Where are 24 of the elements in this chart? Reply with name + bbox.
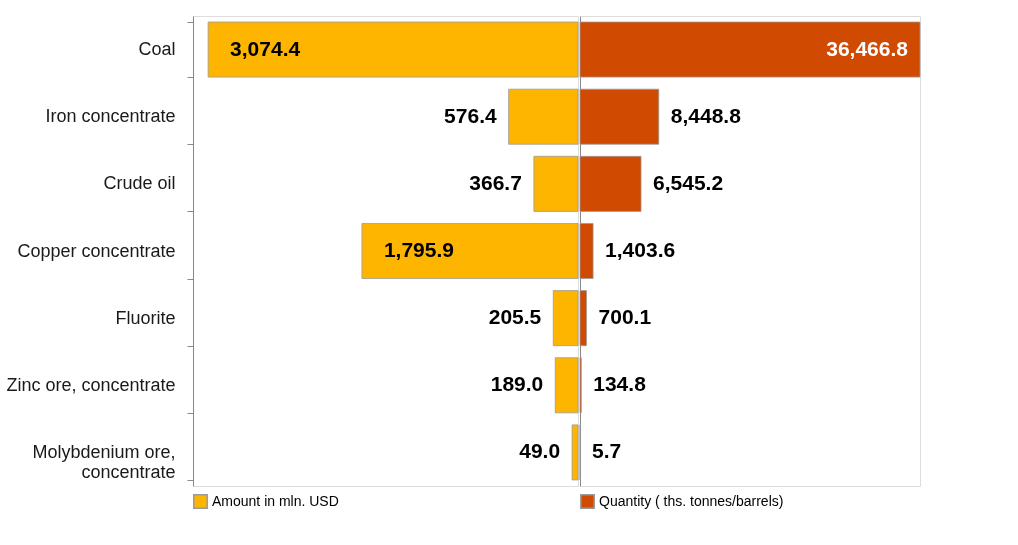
y-tick-label: Crude oil [103, 173, 176, 194]
data-label: 5.7 [592, 439, 622, 463]
y-tick-label: Iron concentrate [45, 106, 176, 127]
data-label: 134.8 [593, 372, 647, 396]
data-label: 8,448.8 [670, 103, 742, 127]
data-label: 576.4 [444, 103, 497, 127]
data-label: 205.5 [488, 305, 542, 329]
data-label: 366.7 [469, 170, 522, 194]
bar [571, 424, 579, 481]
legend-label: Quantity ( ths. tonnes/barrels) [599, 492, 784, 509]
data-label: 6,545.2 [653, 170, 724, 194]
y-tick-label: Molybdenium ore, concentrate [32, 441, 176, 482]
data-label: 1,403.6 [605, 238, 676, 261]
y-tick-label: Coal [138, 39, 176, 60]
y-tick-label: Zinc ore, concentrate [6, 374, 176, 395]
data-label: 36,466.8 [826, 36, 909, 60]
data-label: 49.0 [519, 439, 561, 463]
y-tick-label: Copper concentrate [17, 240, 176, 261]
data-label: 189.0 [490, 372, 544, 396]
data-label: 3,074.4 [230, 36, 301, 60]
data-label: 1,795.9 [383, 238, 455, 261]
legend-label: Amount in mln. USD [212, 492, 339, 509]
data-label: 700.1 [598, 305, 652, 329]
y-tick-label: Fluorite [115, 307, 176, 328]
